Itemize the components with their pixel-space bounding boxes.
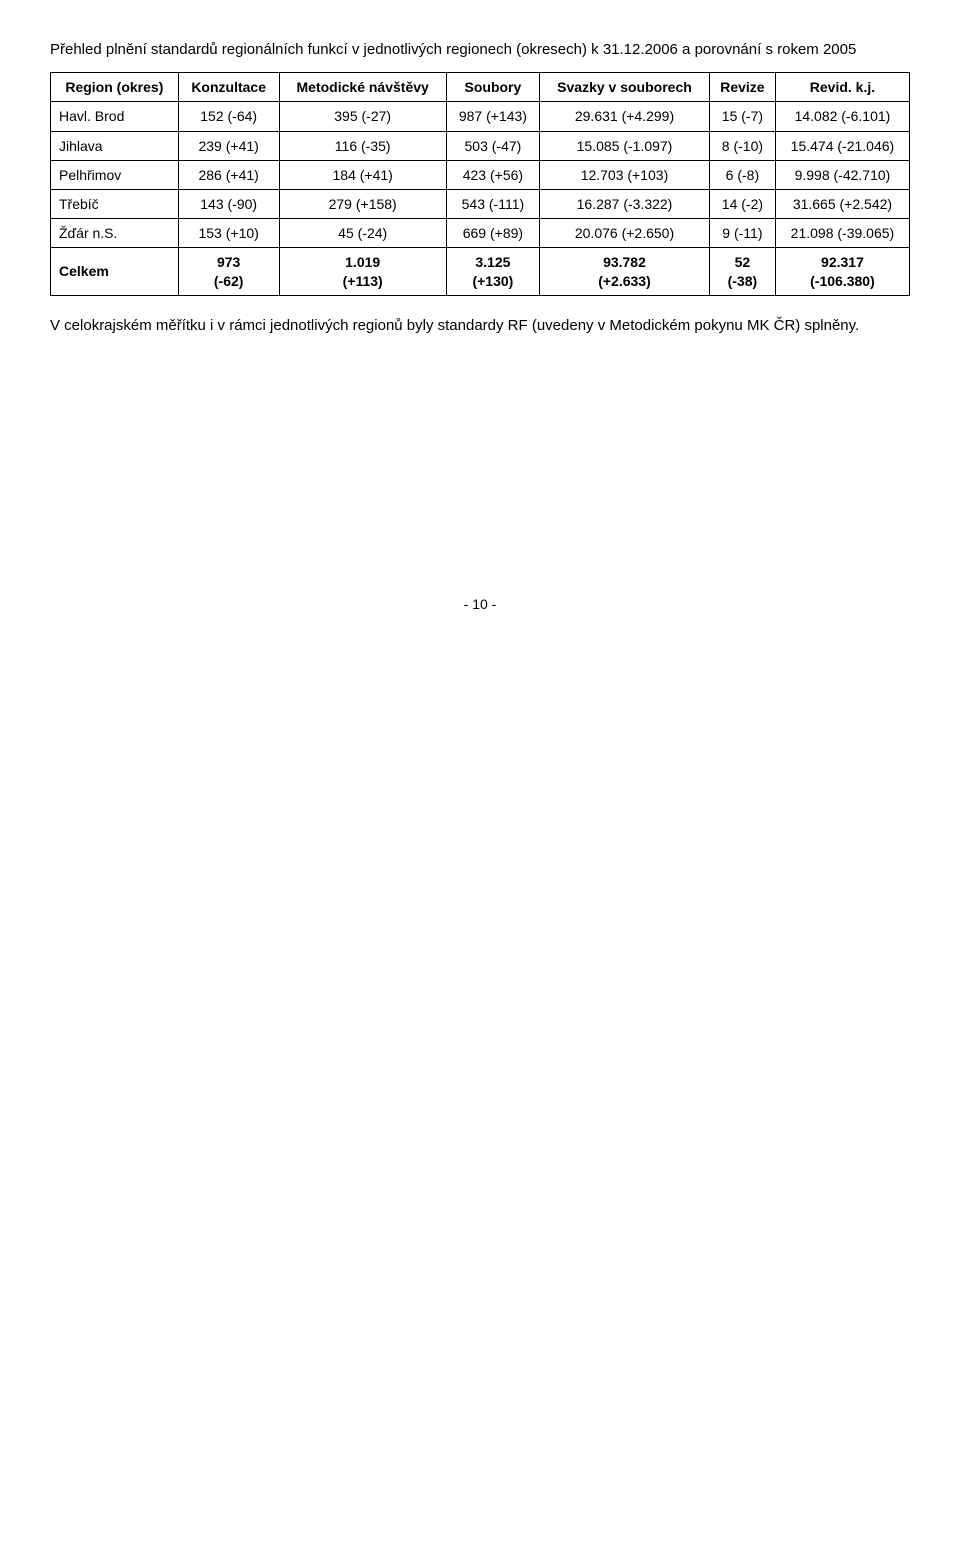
cell: 286 (+41)	[178, 160, 279, 189]
table-row: Havl. Brod 152 (-64) 395 (-27) 987 (+143…	[51, 102, 910, 131]
table-total-row: Celkem 973(-62) 1.019(+113) 3.125(+130) …	[51, 248, 910, 295]
col-svazky: Svazky v souborech	[540, 73, 710, 102]
col-konzultace: Konzultace	[178, 73, 279, 102]
val: 92.317	[821, 254, 864, 270]
cell: 9 (-11)	[709, 219, 775, 248]
row-label: Jihlava	[51, 131, 179, 160]
table-row: Třebíč 143 (-90) 279 (+158) 543 (-111) 1…	[51, 190, 910, 219]
cell: 8 (-10)	[709, 131, 775, 160]
row-label: Třebíč	[51, 190, 179, 219]
intro-paragraph: Přehled plnění standardů regionálních fu…	[50, 40, 910, 60]
cell: 52 (-38)	[709, 248, 775, 295]
cell: 423 (+56)	[446, 160, 539, 189]
cell: 15.085 (-1.097)	[540, 131, 710, 160]
cell: 116 (-35)	[279, 131, 446, 160]
cell: 45 (-24)	[279, 219, 446, 248]
cell: 669 (+89)	[446, 219, 539, 248]
standards-table: Region (okres) Konzultace Metodické návš…	[50, 72, 910, 296]
delta: (-106.380)	[810, 273, 875, 289]
cell: 153 (+10)	[178, 219, 279, 248]
cell: 92.317 (-106.380)	[775, 248, 909, 295]
cell: 152 (-64)	[178, 102, 279, 131]
cell: 143 (-90)	[178, 190, 279, 219]
cell: 3.125 (+130)	[446, 248, 539, 295]
cell: 15 (-7)	[709, 102, 775, 131]
table-row: Jihlava 239 (+41) 116 (-35) 503 (-47) 15…	[51, 131, 910, 160]
cell: 14.082 (-6.101)	[775, 102, 909, 131]
row-label: Pelhřimov	[51, 160, 179, 189]
row-label: Havl. Brod	[51, 102, 179, 131]
cell: 14 (-2)	[709, 190, 775, 219]
cell: 279 (+158)	[279, 190, 446, 219]
table-row: Pelhřimov 286 (+41) 184 (+41) 423 (+56) …	[51, 160, 910, 189]
cell: 31.665 (+2.542)	[775, 190, 909, 219]
cell: 93.782 (+2.633)	[540, 248, 710, 295]
row-label-total: Celkem	[51, 248, 179, 295]
page-number: - 10 -	[50, 596, 910, 612]
table-header-row: Region (okres) Konzultace Metodické návš…	[51, 73, 910, 102]
col-soubory: Soubory	[446, 73, 539, 102]
cell: 12.703 (+103)	[540, 160, 710, 189]
delta: (-38)	[728, 273, 758, 289]
val: 973	[217, 254, 240, 270]
delta: (+130)	[472, 273, 513, 289]
cell: 543 (-111)	[446, 190, 539, 219]
cell: 29.631 (+4.299)	[540, 102, 710, 131]
col-revize: Revize	[709, 73, 775, 102]
cell: 21.098 (-39.065)	[775, 219, 909, 248]
val: 3.125	[475, 254, 510, 270]
cell: 184 (+41)	[279, 160, 446, 189]
cell: 20.076 (+2.650)	[540, 219, 710, 248]
cell: 395 (-27)	[279, 102, 446, 131]
footnote: V celokrajském měřítku i v rámci jednotl…	[50, 316, 910, 336]
col-metodicke: Metodické návštěvy	[279, 73, 446, 102]
cell: 987 (+143)	[446, 102, 539, 131]
cell: 16.287 (-3.322)	[540, 190, 710, 219]
col-region: Region (okres)	[51, 73, 179, 102]
cell: 1.019 (+113)	[279, 248, 446, 295]
cell: 6 (-8)	[709, 160, 775, 189]
val: 93.782	[603, 254, 646, 270]
delta: (+113)	[343, 273, 383, 289]
val: 52	[735, 254, 751, 270]
col-revid: Revid. k.j.	[775, 73, 909, 102]
delta: (-62)	[214, 273, 244, 289]
cell: 239 (+41)	[178, 131, 279, 160]
val: 1.019	[345, 254, 380, 270]
cell: 15.474 (-21.046)	[775, 131, 909, 160]
cell: 9.998 (-42.710)	[775, 160, 909, 189]
row-label: Žďár n.S.	[51, 219, 179, 248]
cell: 503 (-47)	[446, 131, 539, 160]
table-row: Žďár n.S. 153 (+10) 45 (-24) 669 (+89) 2…	[51, 219, 910, 248]
cell: 973 (-62)	[178, 248, 279, 295]
delta: (+2.633)	[598, 273, 651, 289]
